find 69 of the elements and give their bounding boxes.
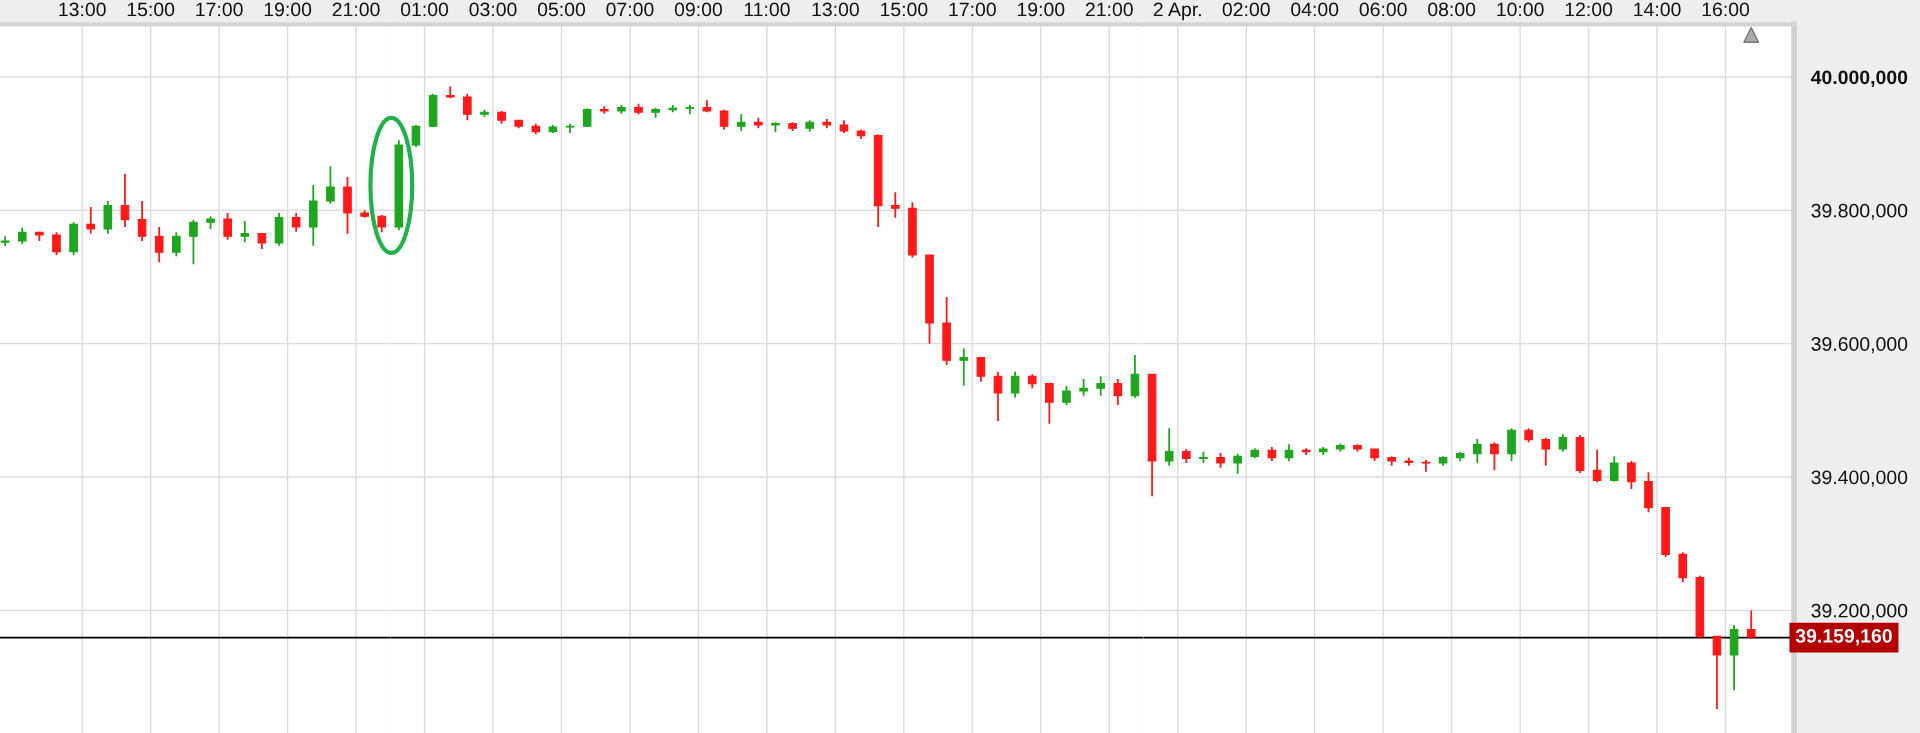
candlestick — [1113, 378, 1123, 406]
x-tick-label: 15:00 — [127, 2, 175, 17]
candlestick — [86, 206, 96, 235]
candlestick — [976, 356, 986, 383]
candlestick — [1233, 452, 1242, 475]
x-tick-label: 11:00 — [744, 2, 790, 17]
candlestick — [1592, 448, 1602, 484]
y-tick-label: 40.000,000 — [1810, 70, 1908, 88]
candlestick — [1746, 609, 1756, 640]
candlestick — [1627, 460, 1636, 490]
candlestick — [1421, 458, 1431, 473]
candlestick — [1490, 441, 1499, 472]
candlestick — [137, 200, 147, 242]
x-tick-label: 05:00 — [537, 2, 586, 17]
x-tick-label: 21:00 — [1085, 2, 1133, 17]
candlestick — [582, 107, 592, 128]
candlestick — [1096, 375, 1106, 397]
x-tick-label: 10:00 — [1497, 2, 1544, 17]
x-tick-label: 08:00 — [1428, 2, 1476, 17]
x-tick-label: 21:00 — [332, 2, 380, 17]
candlestick — [189, 218, 198, 266]
x-tick-label: 19:00 — [1017, 2, 1065, 17]
candlestick — [1130, 354, 1140, 399]
ref-line-label: 39.159,160 — [1795, 629, 1892, 646]
candlestick — [240, 220, 250, 244]
candlestick — [1678, 551, 1688, 584]
candlestick — [1472, 438, 1482, 464]
candlestick — [1010, 370, 1020, 399]
candlestick — [326, 165, 335, 205]
x-tick-label: 17:00 — [196, 2, 243, 17]
x-tick-label: 19:00 — [264, 2, 312, 17]
candlestick — [171, 231, 181, 258]
candlestick — [959, 347, 969, 387]
candlestick — [993, 370, 1003, 422]
x-tick-label: 2 Apr. — [1153, 2, 1201, 21]
x-tick-label: 13:00 — [59, 2, 106, 17]
x-tick-label: 01:00 — [400, 2, 449, 17]
candlestick — [1712, 635, 1722, 710]
candlestick — [1541, 436, 1551, 467]
x-tick-label: 09:00 — [674, 2, 722, 17]
x-tick-label: 13:00 — [812, 2, 859, 17]
candlestick — [1164, 427, 1174, 467]
candlestick — [1062, 384, 1071, 406]
x-tick-label: 03:00 — [469, 2, 517, 17]
candlestick — [1507, 427, 1516, 462]
candlestick — [1609, 455, 1619, 483]
candlestick — [120, 172, 130, 228]
y-tick-label: 39.800,000 — [1811, 203, 1908, 220]
x-tick-label: 02:00 — [1222, 2, 1270, 17]
x-tick-label: 16:00 — [1702, 2, 1750, 17]
candlestick — [463, 92, 472, 122]
candlestick — [103, 200, 113, 235]
x-tick-label: 06:00 — [1359, 2, 1407, 17]
x-tick-label: 12:00 — [1565, 2, 1613, 17]
candlestick — [411, 124, 421, 148]
y-tick-label: 39.200,000 — [1811, 603, 1908, 620]
y-tick-label: 39.600,000 — [1811, 337, 1908, 354]
y-tick-label: 39.400,000 — [1811, 470, 1908, 487]
x-tick-label: 14:00 — [1634, 2, 1681, 17]
x-tick-label: 04:00 — [1291, 2, 1339, 17]
candlestick — [890, 191, 900, 219]
candlestick — [1045, 382, 1054, 425]
x-tick-label: 07:00 — [606, 2, 654, 17]
candlestick — [223, 212, 232, 241]
x-tick-label: 15:00 — [881, 2, 928, 17]
x-tick-label: 17:00 — [949, 2, 996, 17]
candlestick — [291, 212, 301, 233]
candlestick — [154, 226, 164, 264]
candlestick — [52, 231, 61, 256]
